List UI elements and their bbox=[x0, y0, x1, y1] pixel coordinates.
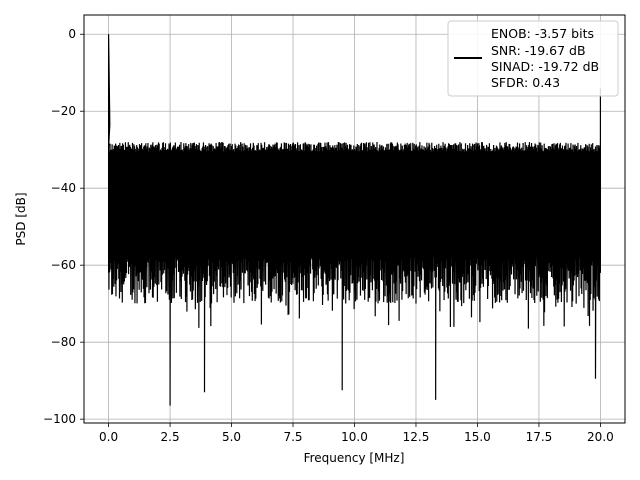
x-tick-label: 20.0 bbox=[587, 430, 614, 444]
x-tick-label: 10.0 bbox=[341, 430, 368, 444]
y-tick-label: 0 bbox=[68, 27, 76, 41]
y-tick-label: −20 bbox=[51, 104, 76, 118]
legend: ENOB: -3.57 bits SNR: -19.67 dB SINAD: -… bbox=[447, 20, 619, 97]
legend-box bbox=[447, 20, 619, 97]
x-tick-label: 5.0 bbox=[222, 430, 241, 444]
x-tick-label: 7.5 bbox=[283, 430, 302, 444]
y-tick-label: −80 bbox=[51, 335, 76, 349]
legend-entry-snr: SNR: -19.67 dB bbox=[491, 43, 586, 58]
x-tick-label: 12.5 bbox=[403, 430, 430, 444]
y-tick-label: −60 bbox=[51, 258, 76, 272]
y-tick-label: −40 bbox=[51, 181, 76, 195]
legend-entry-sfdr: SFDR: 0.43 bbox=[491, 75, 560, 90]
x-tick-label: 17.5 bbox=[526, 430, 553, 444]
psd-series-line bbox=[107, 34, 602, 406]
psd-trace bbox=[107, 34, 602, 406]
x-tick-label: 2.5 bbox=[161, 430, 180, 444]
legend-entry-sinad: SINAD: -19.72 dB bbox=[491, 59, 599, 74]
x-axis: 0.0 2.5 5.0 7.5 10.0 12.5 15.0 17.5 20.0 bbox=[99, 423, 614, 444]
x-tick-label: 0.0 bbox=[99, 430, 118, 444]
x-tick-label: 15.0 bbox=[464, 430, 491, 444]
y-axis: 0 −20 −40 −60 −80 −100 bbox=[43, 27, 84, 426]
x-axis-label: Frequency [MHz] bbox=[304, 451, 405, 465]
y-axis-label: PSD [dB] bbox=[14, 192, 28, 245]
y-tick-label: −100 bbox=[43, 412, 76, 426]
legend-entry-enob: ENOB: -3.57 bits bbox=[491, 26, 594, 41]
